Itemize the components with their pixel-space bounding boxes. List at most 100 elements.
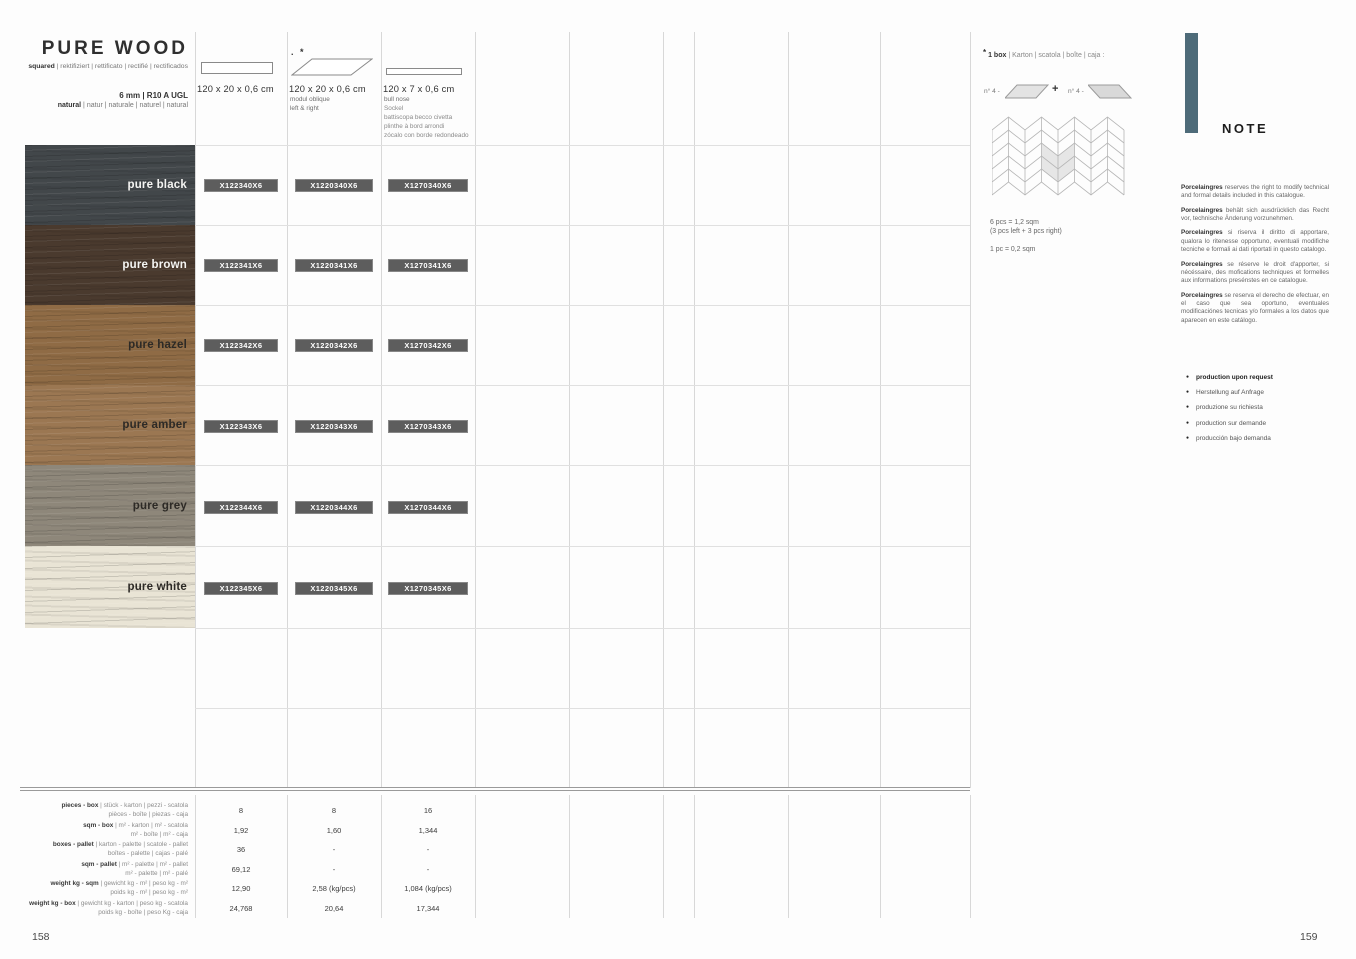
grid-line <box>381 795 382 918</box>
surface-rest: | natur | naturale | naturel | natural <box>81 102 188 109</box>
note-bullet-list: production upon request Herstellung auf … <box>1186 374 1336 450</box>
swatch-label: pure amber <box>122 419 187 431</box>
spec-value: 1,084 (kg/pcs) <box>404 884 452 893</box>
bullnose-icon <box>386 68 462 75</box>
spec-value: 8 <box>238 806 244 815</box>
grid-line <box>195 385 970 386</box>
grid-line <box>694 32 695 788</box>
format-sublabel: modul oblique <box>290 96 330 103</box>
grid-line <box>475 795 476 918</box>
grid-line <box>880 795 881 918</box>
spec-row: boxes - pallet | karton - palette | scat… <box>20 841 970 859</box>
product-code-badge: X1270345X6 <box>388 582 468 595</box>
bullet-item: production sur demande <box>1186 420 1336 427</box>
parallelogram-left-icon <box>1005 84 1049 99</box>
pattern-quantity-line: (3 pcs left + 3 pcs right) <box>990 228 1062 235</box>
product-code-badge: X122341X6 <box>204 259 278 272</box>
product-code-badge: X1220342X6 <box>295 339 373 352</box>
grid-line <box>475 32 476 788</box>
grid-line <box>970 32 971 788</box>
grid-line <box>195 32 196 788</box>
surface-options-line: natural | natur | naturale | naturel | n… <box>20 102 188 109</box>
finish-rest: | rektifiziert | rettificato | rectifié … <box>54 63 188 70</box>
spec-value: 2,58 (kg/pcs) <box>312 884 356 893</box>
product-code-badge: X122344X6 <box>204 501 278 514</box>
spec-value: 69,12 <box>231 865 251 874</box>
note-paragraph: Porcelaingres behält sich ausdrücklich d… <box>1181 206 1329 223</box>
page-number-left: 158 <box>32 931 50 943</box>
product-code-badge: X122345X6 <box>204 582 278 595</box>
n4-right-label: n° 4 - <box>1068 88 1084 95</box>
spec-value: 36 <box>236 845 246 854</box>
herringbone-diagram <box>992 116 1125 196</box>
product-code-badge: X1270344X6 <box>388 501 468 514</box>
footnote-marker: . * <box>291 47 306 57</box>
grid-line <box>20 787 970 788</box>
product-code-badge: X122343X6 <box>204 420 278 433</box>
spec-row-label: sqm - box | m² - karton | m² - scatola m²… <box>83 822 188 838</box>
product-code-badge: X1270343X6 <box>388 420 468 433</box>
grid-line <box>970 795 971 918</box>
spec-row: sqm - pallet | m² - palette | m² - palle… <box>20 861 970 879</box>
spec-value: 8 <box>331 806 337 815</box>
box-note-bold: 1 box <box>988 52 1007 59</box>
oblique-plank-icon <box>291 58 373 76</box>
spec-row-label: weight kg - sqm | gewicht kg - m² | peso… <box>50 880 188 896</box>
bullet-item: produzione su richiesta <box>1186 404 1336 411</box>
swatch-pure-black: pure black <box>25 145 195 225</box>
spec-value: 17,344 <box>416 904 440 913</box>
grid-line <box>287 795 288 918</box>
spec-row: sqm - box | m² - karton | m² - scatola m²… <box>20 822 970 840</box>
bullet-item: producción bajo demanda <box>1186 435 1336 442</box>
bullet-item: production upon request <box>1186 374 1336 381</box>
spec-row-label: pieces - box | stück - karton | pezzi - … <box>61 802 188 818</box>
product-code-badge: X1220340X6 <box>295 179 373 192</box>
format-column-bull-nose: 120 x 7 x 0,6 cm bull nose Sockel battis… <box>381 32 475 145</box>
product-code-badge: X1270342X6 <box>388 339 468 352</box>
grid-line <box>694 795 695 918</box>
note-accent-bar <box>1185 33 1198 133</box>
page-header: PURE WOOD <box>20 38 188 60</box>
grid-line <box>569 795 570 918</box>
page-title: PURE WOOD <box>41 38 188 59</box>
note-paragraphs: Porcelaingres reserves the right to modi… <box>1181 184 1329 331</box>
grid-line <box>880 32 881 788</box>
grid-line <box>663 795 664 918</box>
format-size: 120 x 20 x 0,6 cm <box>289 84 366 94</box>
finish-bold: squared <box>28 63 55 70</box>
swatch-pure-grey: pure grey <box>25 465 195 546</box>
format-column-modul-oblique: . * 120 x 20 x 0,6 cm modul oblique left… <box>287 32 381 145</box>
swatch-pure-brown: pure brown <box>25 225 195 305</box>
format-sublabel: left & right <box>290 105 319 112</box>
product-code-badge: X1220345X6 <box>295 582 373 595</box>
product-code-badge: X1270341X6 <box>388 259 468 272</box>
spec-value: - <box>426 845 430 854</box>
spec-row-label: sqm - pallet | m² - palette | m² - palle… <box>81 861 188 877</box>
format-size: 120 x 7 x 0,6 cm <box>383 84 455 94</box>
swatch-label: pure brown <box>122 259 187 271</box>
product-code-badge: X1220344X6 <box>295 501 373 514</box>
box-content-note: * 1 box | Karton | scatola | boîte | caj… <box>983 48 1104 59</box>
spec-value: 1,92 <box>233 826 249 835</box>
grid-line <box>195 546 970 547</box>
grid-line <box>663 32 664 788</box>
spec-value: - <box>332 865 336 874</box>
swatch-pure-amber: pure amber <box>25 385 195 465</box>
grid-line <box>195 225 970 226</box>
pattern-quantity-line: 6 pcs = 1,2 sqm <box>990 219 1039 226</box>
plank-icon <box>201 62 273 74</box>
grid-line <box>788 32 789 788</box>
product-code-badge: X122340X6 <box>204 179 278 192</box>
spec-row: weight kg - sqm | gewicht kg - m² | peso… <box>20 880 970 898</box>
format-sublabel: Sockel <box>384 105 404 112</box>
finish-options-line: squared | rektifiziert | rettificato | r… <box>20 63 188 70</box>
spec-value: 1,60 <box>326 826 342 835</box>
format-sublabel: battiscopa becco civetta <box>384 114 453 121</box>
grid-line <box>195 708 970 709</box>
swatch-label: pure white <box>127 581 187 593</box>
spec-value: 1,344 <box>418 826 438 835</box>
grid-line <box>195 795 196 918</box>
note-paragraph: Porcelaingres reserves the right to modi… <box>1181 184 1329 200</box>
spec-value: - <box>426 865 430 874</box>
page-number-right: 159 <box>1300 931 1318 943</box>
